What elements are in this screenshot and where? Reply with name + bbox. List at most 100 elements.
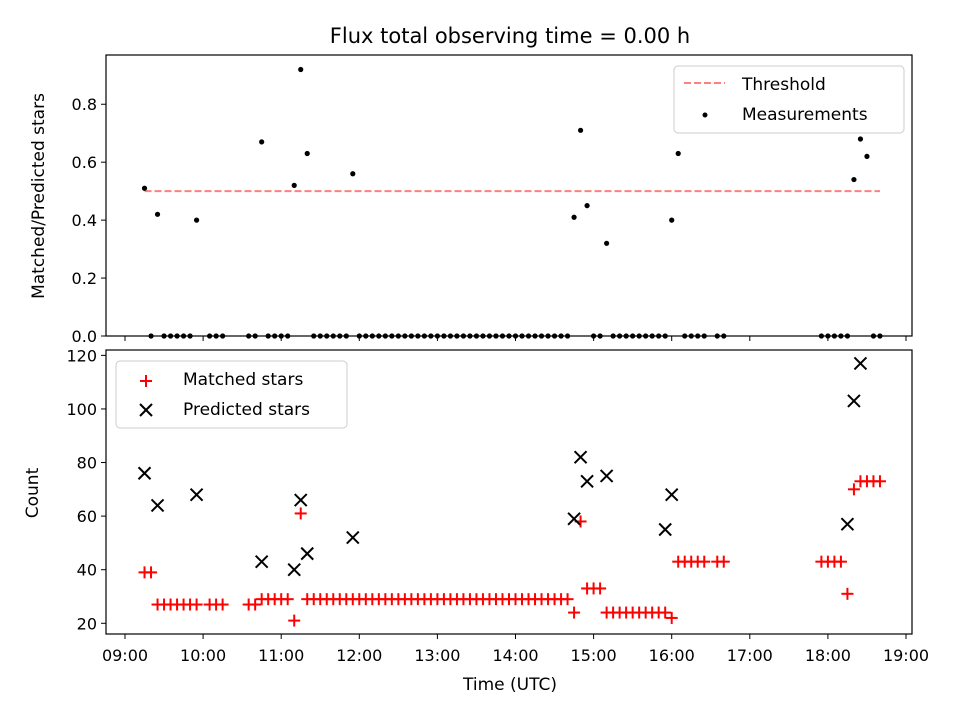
predicted-stars-legend-swatch <box>139 403 153 417</box>
bottom-x-tick-label: 09:00 <box>102 646 148 665</box>
predicted-star-marker-b <box>599 469 614 483</box>
matched-star-marker <box>717 555 730 568</box>
measurement-point <box>571 214 577 220</box>
measurement-point <box>577 127 584 133</box>
predicted-star-marker <box>847 394 861 408</box>
bottom-x-tick-label: 14:00 <box>492 646 538 665</box>
matched-stars-legend-swatch <box>140 375 152 387</box>
threshold-legend-label: Threshold <box>741 75 826 95</box>
predicted-star-marker <box>137 466 152 480</box>
predicted-star-marker <box>664 487 679 502</box>
top-y-axis-label: Matched/Predicted stars <box>29 93 49 299</box>
measurement-point <box>154 211 161 217</box>
bottom-x-tick-label: 15:00 <box>571 646 617 665</box>
matched-star-marker <box>216 598 229 611</box>
matched-star-marker <box>594 582 607 595</box>
top-legend: Threshold Measurements <box>673 65 905 134</box>
top-chart-title: Flux total observing time = 0.00 h <box>330 24 690 48</box>
predicted-star-marker <box>287 562 301 577</box>
predicted-star-marker-b <box>853 356 868 371</box>
predicted-star-marker-b <box>287 562 301 577</box>
matched-star-marker <box>561 593 574 606</box>
matched-star-marker <box>834 555 847 568</box>
predicted-star-marker-b <box>580 474 594 488</box>
predicted-star-marker <box>658 522 672 537</box>
top-panel: Flux total observing time = 0.00 h Match… <box>29 24 913 346</box>
measurement-point <box>298 66 304 73</box>
measurement-point <box>350 171 356 177</box>
bottom-axes-frame <box>105 349 913 635</box>
predicted-star-marker <box>853 356 868 371</box>
matched-star-marker <box>847 483 860 496</box>
bottom-y-tick-label: 20 <box>77 614 97 633</box>
bottom-y-tick-label: 100 <box>66 400 97 419</box>
matched-star-marker <box>659 606 672 619</box>
matched-star-marker <box>841 587 854 600</box>
predicted-star-marker-b <box>137 466 152 480</box>
matched-star-marker <box>698 555 711 568</box>
predicted-star-marker-b <box>847 394 861 408</box>
predicted-star-marker-b <box>658 522 672 537</box>
predicted-star-marker-b <box>664 487 679 502</box>
predicted-star-marker <box>580 474 594 488</box>
top-axes-frame <box>105 54 913 337</box>
bottom-x-axis-label: Time (UTC) <box>462 675 557 695</box>
bottom-legend: Matched stars Predicted stars <box>115 360 348 429</box>
bottom-panel: Count Time (UTC) 20 40 60 80 100 120 09:00 10:0… <box>23 346 929 695</box>
measurement-point <box>584 203 590 209</box>
matched-star-marker <box>249 598 262 611</box>
measurement-point <box>304 150 310 157</box>
predicted-star-marker-b <box>840 517 855 531</box>
predicted-stars-legend-label: Predicted stars <box>183 400 310 420</box>
matched-star-marker <box>281 593 294 606</box>
matched-star-marker <box>294 507 307 520</box>
bottom-y-tick-label: 80 <box>77 454 97 473</box>
predicted-star-marker-b <box>573 450 588 464</box>
measurement-point <box>851 176 857 183</box>
predicted-star-marker <box>599 469 614 483</box>
bottom-x-tick-label: 18:00 <box>805 646 851 665</box>
bottom-x-tick-label: 13:00 <box>414 646 460 665</box>
predicted-star-marker-b <box>346 530 360 545</box>
predicted-star-marker <box>189 487 204 502</box>
predicted-star-marker <box>254 554 269 569</box>
bottom-plot-area: 20 40 60 80 100 120 09:00 10:00 11:00 12:00 13:00 1… <box>66 346 929 665</box>
bottom-x-tick-label: 17:00 <box>727 646 773 665</box>
bottom-y-axis-label: Count <box>23 467 43 518</box>
predicted-star-marker-b <box>294 493 308 507</box>
measurement-point <box>259 139 265 145</box>
measurement-point <box>141 185 148 191</box>
predicted-star-marker-b <box>150 498 165 513</box>
top-y-tick-label: 0.6 <box>72 153 97 172</box>
top-legend-box <box>673 65 905 134</box>
predicted-star-marker <box>840 517 855 531</box>
matched-star-marker <box>190 598 203 611</box>
predicted-star-marker-b <box>300 546 314 561</box>
predicted-star-marker <box>573 450 588 464</box>
bottom-y-tick-label: 40 <box>77 561 97 580</box>
top-y-tick-label: 0.0 <box>72 327 97 346</box>
matched-star-marker <box>665 611 678 624</box>
predicted-star-marker-b <box>189 487 204 502</box>
measurements-legend-label: Measurements <box>742 105 868 125</box>
matched-star-marker <box>873 475 886 488</box>
predicted-star-marker <box>346 530 360 545</box>
bottom-x-tick-label: 11:00 <box>258 646 304 665</box>
matched-star-marker <box>288 614 301 627</box>
bottom-x-tick-label: 19:00 <box>883 646 929 665</box>
bottom-y-tick-label: 60 <box>77 507 97 526</box>
measurement-point <box>857 136 864 142</box>
bottom-x-tick-label: 12:00 <box>336 646 382 665</box>
measurement-point <box>675 150 681 157</box>
measurement-point <box>669 217 675 223</box>
top-y-tick-label: 0.2 <box>72 269 97 288</box>
measurement-point <box>604 240 610 246</box>
top-y-tick-label: 0.8 <box>72 95 97 114</box>
predicted-star-marker <box>150 498 165 513</box>
measurements-legend-swatch <box>702 112 708 118</box>
predicted-star-marker-b <box>254 554 269 569</box>
top-y-tick-label: 0.4 <box>72 211 97 230</box>
bottom-y-tick-label: 120 <box>66 346 97 365</box>
matched-star-marker <box>145 566 158 579</box>
